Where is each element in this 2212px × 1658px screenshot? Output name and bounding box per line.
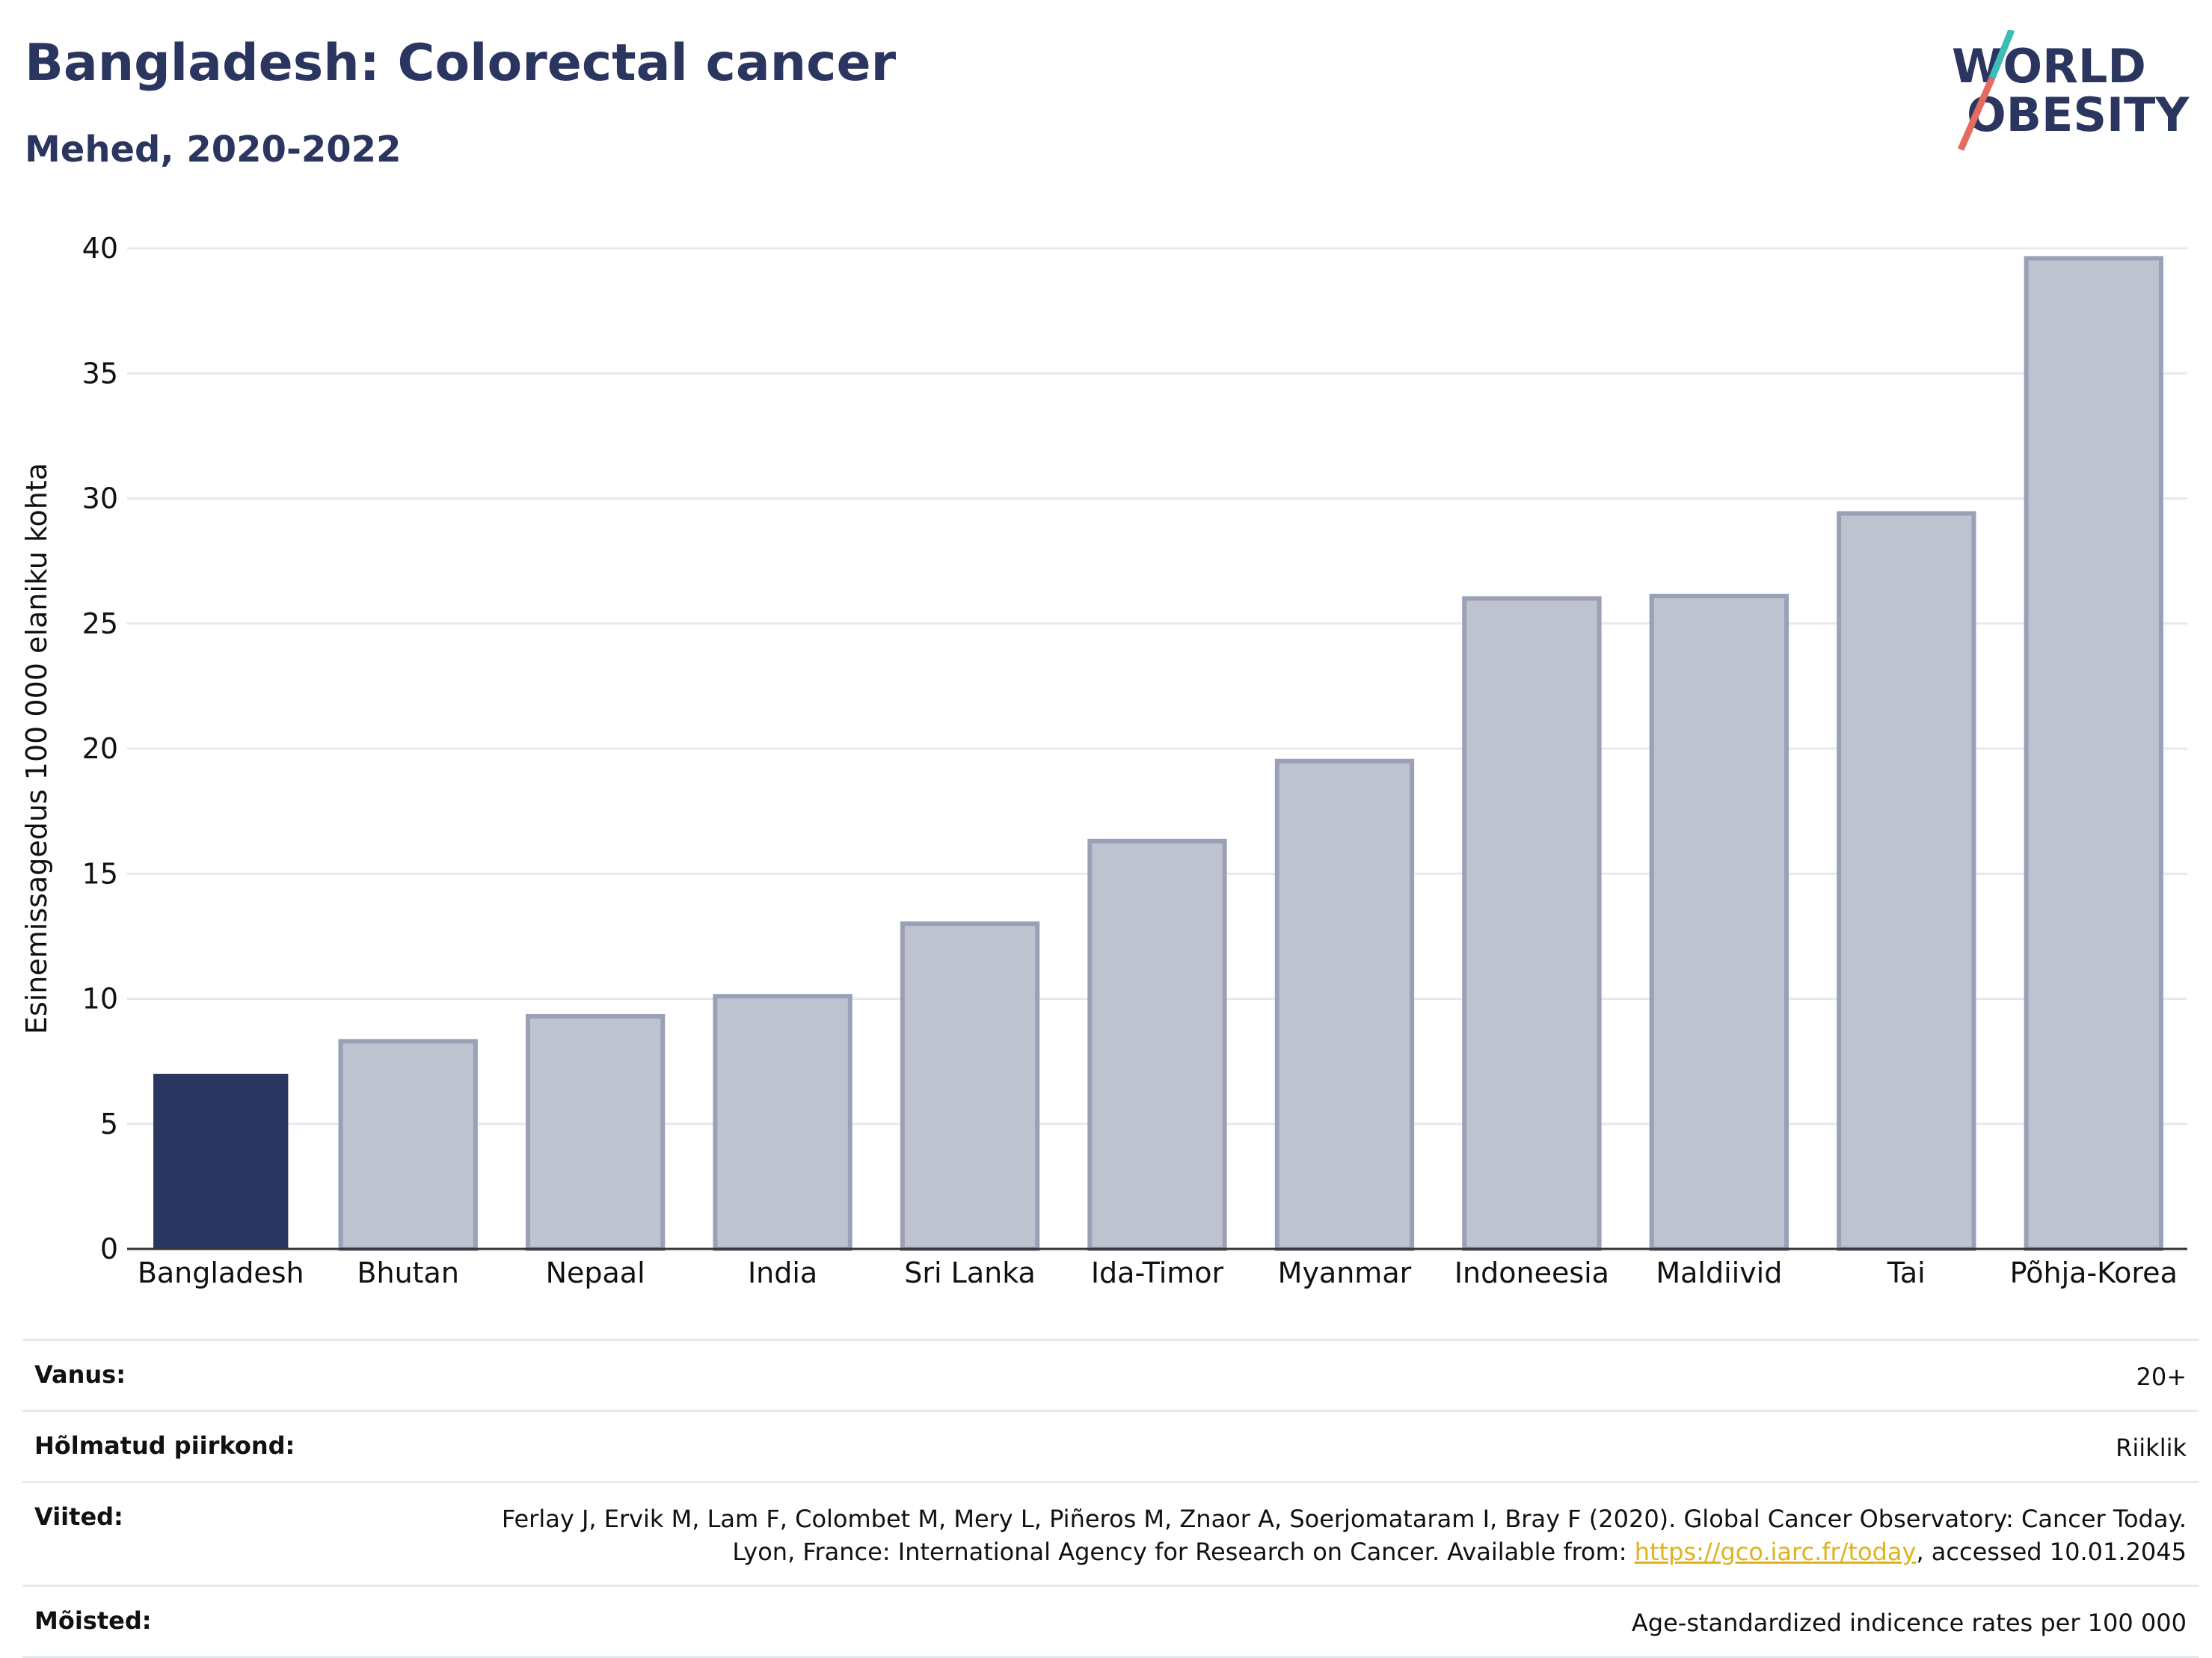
meta-definitions-value: Age-standardized indicence rates per 100… [1631,1609,2187,1637]
y-tick-label: 35 [82,357,118,390]
bar-ida-timor [1087,838,1227,1251]
meta-row-age: Vanus: 20+ [22,1339,2199,1410]
chart-title: Bangladesh: Colorectal cancer [25,34,897,93]
bar-sri-lanka [900,921,1040,1252]
meta-region-label: Hõlmatud piirkond: [34,1431,295,1460]
bar-bangladesh [153,1073,289,1249]
meta-region-value: Riiklik [2116,1434,2187,1462]
metadata-table: Vanus: 20+ Hõlmatud piirkond: Riiklik Vi… [22,1339,2199,1658]
y-tick-label: 5 [100,1108,118,1140]
y-tick-label: 30 [82,482,118,515]
x-tick-label: Indoneesia [1454,1256,1609,1289]
bar-chart: 0 5 10 15 20 25 30 35 40 Bangladesh Bhutan Nepaal I… [20,232,2187,1289]
y-tick-label: 40 [82,232,118,265]
y-axis-label: Esinemissagedus 100 000 elaniku kohta [20,463,53,1034]
chart-subtitle: Mehed, 2020-2022 [25,129,402,171]
x-tick-label: Sri Lanka [904,1256,1036,1289]
x-tick-label: Ida-Timor [1091,1256,1224,1289]
x-tick-label: Tai [1887,1256,1926,1289]
bar-india [713,994,852,1252]
meta-row-definitions: Mõisted: Age-standardized indicence rate… [22,1585,2199,1658]
bar-p-hja-korea [2024,256,2163,1251]
bar-myanmar [1274,758,1415,1251]
x-tick-label: Myanmar [1278,1256,1412,1289]
x-tick-label: Nepaal [546,1256,645,1289]
x-tick-label: Bhutan [357,1256,459,1289]
y-tick-label: 0 [100,1232,118,1265]
logo-line1: WORLD [1952,39,2146,93]
meta-row-references: Viited: Ferlay J, Ervik M, Lam F, Colomb… [22,1481,2199,1585]
reference-text: Ferlay J, Ervik M, Lam F, Colombet M, Me… [501,1505,2187,1566]
bar-maldiivid [1649,593,1789,1251]
x-tick-label: Põhja-Korea [2010,1256,2178,1289]
x-tick-label: Bangladesh [138,1256,304,1289]
world-obesity-logo: WORLD OBESITY [1952,30,2190,151]
reference-accessed: , accessed 10.01.2045 [1916,1538,2187,1566]
logo-line2: OBESITY [1967,87,2190,142]
x-tick-label: Maldiivid [1656,1256,1782,1289]
y-tick-label: 20 [82,732,118,765]
chart-bars [153,256,2163,1252]
meta-references-label: Viited: [34,1502,123,1531]
bar-tai [1837,511,1976,1251]
bar-nepaal [525,1013,666,1252]
meta-row-region: Hõlmatud piirkond: Riiklik [22,1410,2199,1481]
x-axis-ticks: Bangladesh Bhutan Nepaal India Sri Lanka Ida-… [138,1256,2178,1289]
y-tick-label: 15 [82,857,118,890]
meta-definitions-label: Mõisted: [34,1606,152,1635]
x-tick-label: India [748,1256,817,1289]
reference-link[interactable]: https://gco.iarc.fr/today [1634,1538,1917,1566]
y-tick-label: 10 [82,983,118,1016]
meta-references-value: Ferlay J, Ervik M, Lam F, Colombet M, Me… [467,1502,2187,1568]
bar-indoneesia [1462,596,1602,1251]
meta-age-value: 20+ [2136,1363,2187,1391]
y-axis-ticks: 0 5 10 15 20 25 30 35 40 [82,232,118,1265]
y-tick-label: 25 [82,607,118,640]
meta-age-label: Vanus: [34,1360,126,1389]
bar-bhutan [338,1039,478,1251]
